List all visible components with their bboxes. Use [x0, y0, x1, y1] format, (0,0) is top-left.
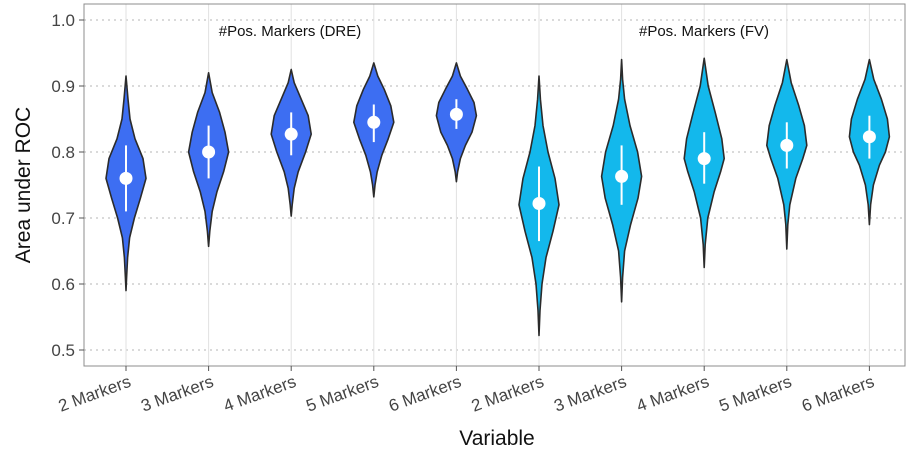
mean-markers	[119, 99, 876, 242]
x-tick-label: 2 Markers	[469, 372, 547, 416]
x-axis-title: Variable	[459, 427, 535, 450]
mean-point	[780, 138, 794, 152]
x-axis: 2 Markers 3 Markers 4 Markers 5 Markers 6 Ma…	[56, 366, 877, 416]
x-tick-label: 4 Markers	[634, 372, 712, 416]
mean-point	[697, 152, 711, 166]
y-tick-label: 0.8	[51, 143, 75, 162]
plot-border	[83, 3, 906, 367]
group-annotation-dre: #Pos. Markers (DRE)	[219, 23, 362, 40]
x-tick-label: 6 Markers	[799, 372, 877, 416]
x-tick-label: 6 Markers	[386, 372, 464, 416]
y-tick-label: 0.6	[51, 275, 75, 294]
y-tick-label: 0.7	[51, 209, 75, 228]
mean-point	[615, 169, 629, 183]
y-axis-title: Area under ROC	[12, 107, 35, 263]
x-tick-label: 5 Markers	[717, 372, 795, 416]
y-tick-label: 1.0	[51, 11, 75, 30]
mean-point	[449, 107, 463, 121]
mean-point	[862, 130, 876, 144]
y-tick-label: 0.9	[51, 77, 75, 96]
mean-point	[202, 145, 216, 159]
mean-point	[119, 171, 133, 185]
x-tick-label: 4 Markers	[221, 372, 299, 416]
mean-point	[284, 127, 298, 141]
x-tick-label: 5 Markers	[304, 372, 382, 416]
plot-background	[84, 4, 905, 366]
mean-point	[532, 196, 546, 210]
x-tick-label: 2 Markers	[56, 372, 134, 416]
y-tick-label: 0.5	[51, 341, 75, 360]
x-tick-label: 3 Markers	[138, 372, 216, 416]
y-axis: 0.5 0.6 0.7 0.8 0.9 1.0	[51, 11, 84, 360]
group-annotation-fv: #Pos. Markers (FV)	[639, 23, 769, 40]
mean-point	[367, 115, 381, 129]
x-tick-label: 3 Markers	[551, 372, 629, 416]
